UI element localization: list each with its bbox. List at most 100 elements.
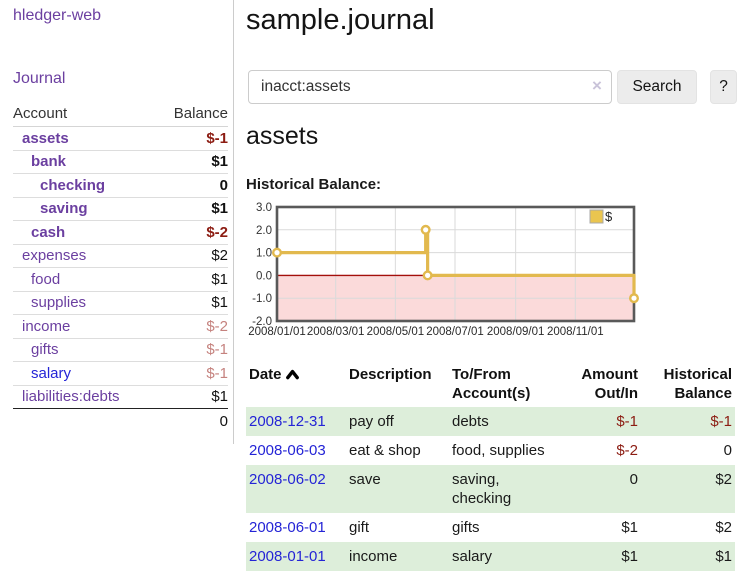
cell-description: save bbox=[346, 465, 449, 513]
cell-description: eat & shop bbox=[349, 442, 421, 459]
app-title-link[interactable]: hledger-web bbox=[13, 7, 102, 24]
plot-border bbox=[275, 205, 636, 323]
account-balance: $1 bbox=[211, 388, 228, 406]
account-link-bank[interactable]: bank bbox=[31, 153, 67, 171]
account-balance: $2 bbox=[211, 247, 228, 265]
sort-ascending-icon[interactable] bbox=[285, 369, 299, 380]
account-balance: $-2 bbox=[206, 223, 228, 241]
chart-heading: Historical Balance: bbox=[246, 176, 382, 193]
cell-accounts: salary bbox=[449, 542, 559, 571]
register-table: Date Description To/From Account(s) Amount … bbox=[246, 361, 735, 571]
transaction-date-link[interactable]: 2008-01-01 bbox=[249, 548, 326, 565]
cell-description: gift bbox=[349, 519, 370, 536]
account-row: checking 0 bbox=[13, 174, 228, 198]
cell-date: 2008-06-03 bbox=[246, 436, 346, 465]
transaction-date-link[interactable]: 2008-06-03 bbox=[249, 442, 326, 459]
cell-date: 2008-06-01 bbox=[246, 513, 346, 542]
sidebar-item-journal[interactable]: Journal bbox=[13, 70, 66, 87]
cell-amount: $-2 bbox=[616, 442, 638, 459]
legend-swatch bbox=[589, 209, 604, 224]
register-header-row: Date Description To/From Account(s) Amount … bbox=[246, 361, 735, 407]
account-balance: $-1 bbox=[206, 341, 228, 359]
page-title: sample.journal bbox=[246, 4, 435, 36]
clear-search-icon[interactable]: × bbox=[592, 76, 602, 95]
cell-amount: $-1 bbox=[559, 407, 641, 436]
account-balance: $1 bbox=[211, 270, 228, 288]
x-tick-label: 2008/01/01 bbox=[248, 326, 306, 338]
account-balance: $1 bbox=[211, 153, 228, 171]
account-row: salary $-1 bbox=[13, 362, 228, 386]
account-row: gifts $-1 bbox=[13, 339, 228, 362]
search-button[interactable]: Search bbox=[617, 70, 697, 104]
account-link-salary[interactable]: salary bbox=[31, 364, 72, 382]
transaction-date-link[interactable]: 2008-06-01 bbox=[249, 519, 326, 536]
account-link-checking[interactable]: checking bbox=[40, 176, 106, 194]
cell-accounts: food, supplies bbox=[452, 442, 545, 459]
account-link-liabilities-debts[interactable]: liabilities:debts bbox=[22, 388, 120, 406]
cell-date: 2008-12-31 bbox=[246, 407, 346, 436]
cell-balance: $2 bbox=[641, 465, 735, 513]
transaction-date-link[interactable]: 2008-06-02 bbox=[249, 471, 326, 488]
x-tick-label: 2008/07/01 bbox=[426, 326, 484, 338]
total-balance: 0 bbox=[219, 412, 228, 430]
cell-balance: 0 bbox=[723, 442, 732, 459]
cell-accounts: debts bbox=[449, 407, 559, 436]
data-point-marker bbox=[629, 293, 640, 304]
table-row: 2008-06-03 eat & shop food, supplies $-2 0 bbox=[246, 436, 735, 465]
account-link-cash[interactable]: cash bbox=[31, 223, 66, 241]
column-header[interactable]: To/From Account(s) bbox=[452, 366, 531, 402]
table-row: 2008-12-31 pay off debts $-1 $-1 bbox=[246, 407, 735, 436]
data-point-marker bbox=[422, 270, 433, 281]
x-tick-label: 2008/09/01 bbox=[487, 326, 545, 338]
y-tick-label: 1.0 bbox=[256, 248, 272, 260]
y-tick-label: 2.0 bbox=[256, 225, 272, 237]
column-header[interactable]: Amount Out/In bbox=[581, 366, 638, 402]
cell-balance: $2 bbox=[715, 519, 732, 536]
table-row: 2008-01-01 income salary $1 $1 bbox=[246, 542, 735, 571]
table-row: 2008-06-02 save saving, checking 0 $2 bbox=[246, 465, 735, 513]
cell-date: 2008-06-02 bbox=[246, 465, 346, 513]
account-row: assets $-1 bbox=[13, 127, 228, 151]
account-link-food[interactable]: food bbox=[31, 270, 61, 288]
account-link-supplies[interactable]: supplies bbox=[31, 294, 87, 312]
cell-amount: 0 bbox=[559, 465, 641, 513]
account-balance: $1 bbox=[211, 200, 228, 218]
cell-amount: $1 bbox=[559, 542, 641, 571]
cell-amount: $1 bbox=[621, 519, 638, 536]
account-table-header: Account Balance bbox=[13, 100, 228, 127]
account-balance: $-2 bbox=[206, 317, 228, 335]
account-row: expenses $2 bbox=[13, 245, 228, 268]
cell-balance: $1 bbox=[641, 542, 735, 571]
data-point-marker bbox=[272, 247, 283, 258]
account-link-gifts[interactable]: gifts bbox=[31, 341, 59, 359]
x-tick-label: 2008/03/01 bbox=[307, 326, 365, 338]
cell-accounts: saving, checking bbox=[449, 465, 559, 513]
account-link-expenses[interactable]: expenses bbox=[22, 247, 87, 265]
cell-description: income bbox=[346, 542, 449, 571]
data-point-marker bbox=[420, 224, 431, 235]
transaction-date-link[interactable]: 2008-12-31 bbox=[249, 413, 326, 430]
account-balance: $-1 bbox=[206, 129, 228, 147]
column-header[interactable]: Description bbox=[349, 366, 432, 383]
cell-date: 2008-01-01 bbox=[246, 542, 346, 571]
account-row: income $-2 bbox=[13, 315, 228, 339]
help-button[interactable]: ? bbox=[710, 70, 737, 104]
account-link-saving[interactable]: saving bbox=[40, 200, 88, 218]
search-input[interactable] bbox=[248, 70, 612, 104]
account-row: saving $1 bbox=[13, 198, 228, 221]
account-balance: $1 bbox=[211, 294, 228, 312]
account-row: liabilities:debts $1 bbox=[13, 386, 228, 409]
y-tick-label: 0.0 bbox=[256, 270, 272, 282]
account-link-assets[interactable]: assets bbox=[22, 129, 69, 147]
account-link-income[interactable]: income bbox=[22, 317, 71, 335]
account-heading: assets bbox=[246, 122, 319, 150]
table-row: 2008-06-01 gift gifts $1 $2 bbox=[246, 513, 735, 542]
balance-column-header: Balance bbox=[173, 104, 228, 122]
account-balance-table: Account Balance assets $-1 bank $1 checking 0… bbox=[13, 100, 228, 433]
column-header[interactable]: Date bbox=[246, 361, 346, 407]
cell-balance: $-1 bbox=[641, 407, 735, 436]
account-column-header: Account bbox=[13, 104, 68, 122]
cell-description: pay off bbox=[346, 407, 449, 436]
column-header[interactable]: Historical Balance bbox=[663, 366, 732, 402]
